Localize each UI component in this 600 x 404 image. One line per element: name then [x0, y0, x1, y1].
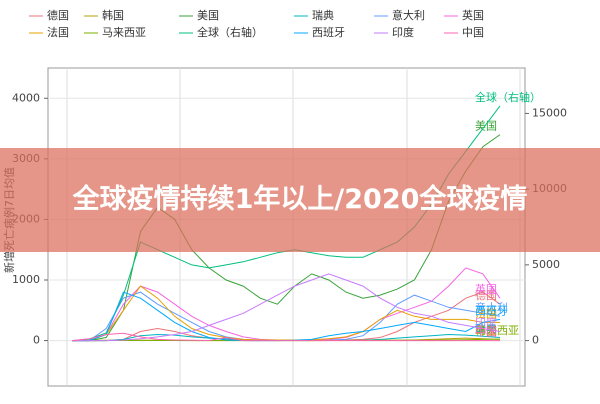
end-label: 西班牙 [475, 304, 508, 317]
y2-tick-label: 0 [532, 334, 539, 347]
legend-label: 中国 [462, 26, 484, 39]
legend-label: 瑞典 [312, 8, 334, 22]
end-label: 印度 [475, 315, 497, 329]
legend-label: 德国 [47, 8, 69, 22]
legend-label: 韩国 [102, 8, 124, 22]
legend-label: 全球（右轴） [197, 25, 263, 39]
y-tick-label: 0 [33, 334, 40, 347]
end-label: 英国 [475, 282, 497, 296]
end-label: 法国 [475, 306, 497, 320]
series-line [71, 332, 500, 342]
y-tick-label: 1000 [12, 273, 40, 286]
legend-label: 西班牙 [312, 26, 345, 39]
end-label: 中国 [475, 326, 497, 339]
y2-tick-label: 15000 [532, 106, 567, 119]
legend-label: 法国 [47, 25, 69, 39]
end-label: 德国 [475, 288, 497, 302]
legend-label: 意大利 [392, 8, 425, 22]
legend-label: 马来西亚 [102, 26, 146, 39]
end-label: 意大利 [475, 300, 508, 314]
end-label: 韩国 [475, 323, 497, 337]
banner: 全球疫情持续1年以上/2020全球疫情 [0, 148, 600, 252]
y-tick-label: 4000 [12, 91, 40, 104]
legend-label: 印度 [392, 25, 414, 39]
end-label: 全球（右轴） [475, 90, 541, 104]
legend-label: 英国 [462, 8, 484, 22]
end-label: 美国 [475, 120, 497, 133]
y2-tick-label: 5000 [532, 258, 560, 271]
legend-label: 美国 [197, 9, 219, 22]
series-line [72, 273, 501, 342]
